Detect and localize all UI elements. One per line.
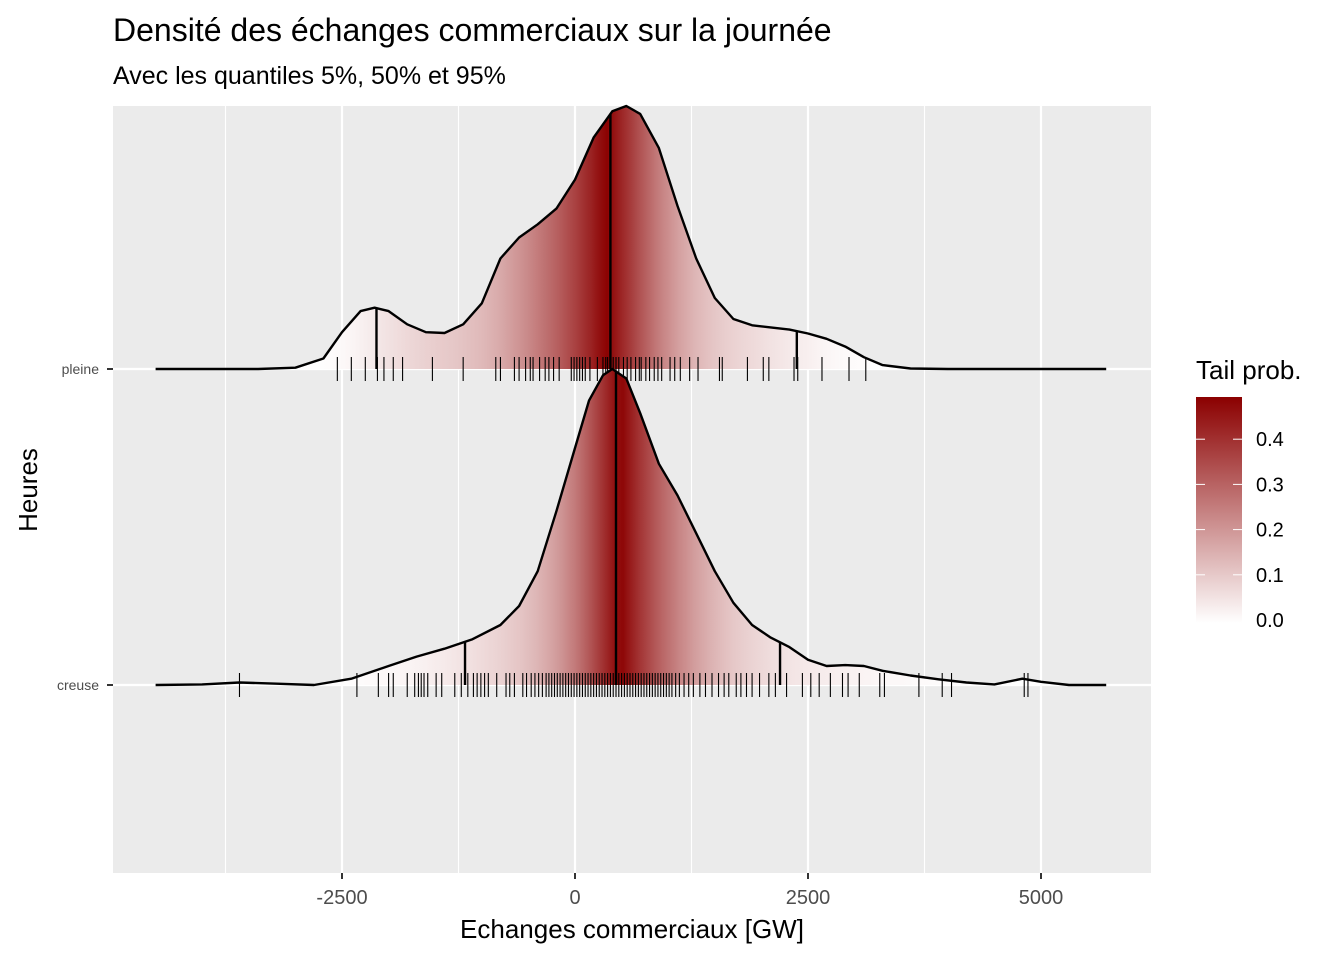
legend-tick-label: 0.1 (1256, 565, 1284, 587)
x-tick-label: 5000 (1019, 887, 1064, 909)
x-axis: -2500 0 2500 5000 (316, 873, 1063, 909)
legend-tick-label: 0.4 (1256, 429, 1284, 451)
chart-title: Densité des échanges commerciaux sur la … (113, 12, 832, 48)
x-axis-title: Echanges commerciaux [GW] (460, 914, 804, 944)
legend: Tail prob. 0.0 0.1 0.2 0.3 0.4 (1196, 355, 1302, 632)
x-tick-label: 2500 (786, 887, 831, 909)
density-fill-pleine (155, 106, 1107, 369)
y-tick-label: creuse (57, 677, 99, 693)
y-axis-title: Heures (13, 448, 43, 532)
y-axis: pleine creuse (57, 361, 113, 693)
density-fill-creuse (155, 369, 1107, 685)
legend-tick-label: 0.2 (1256, 520, 1284, 542)
legend-tick-label: 0.0 (1256, 610, 1284, 632)
legend-tick-label: 0.3 (1256, 474, 1284, 496)
legend-title: Tail prob. (1196, 355, 1302, 385)
chart-subtitle: Avec les quantiles 5%, 50% et 95% (113, 62, 506, 90)
density-ridges (155, 104, 1107, 697)
density-line-creuse (155, 367, 1107, 687)
x-tick-label: 0 (569, 887, 580, 909)
x-tick-label: -2500 (316, 887, 367, 909)
y-tick-label: pleine (62, 361, 100, 377)
legend-ticks: 0.0 0.1 0.2 0.3 0.4 (1196, 429, 1284, 632)
legend-colorbar (1196, 397, 1242, 623)
